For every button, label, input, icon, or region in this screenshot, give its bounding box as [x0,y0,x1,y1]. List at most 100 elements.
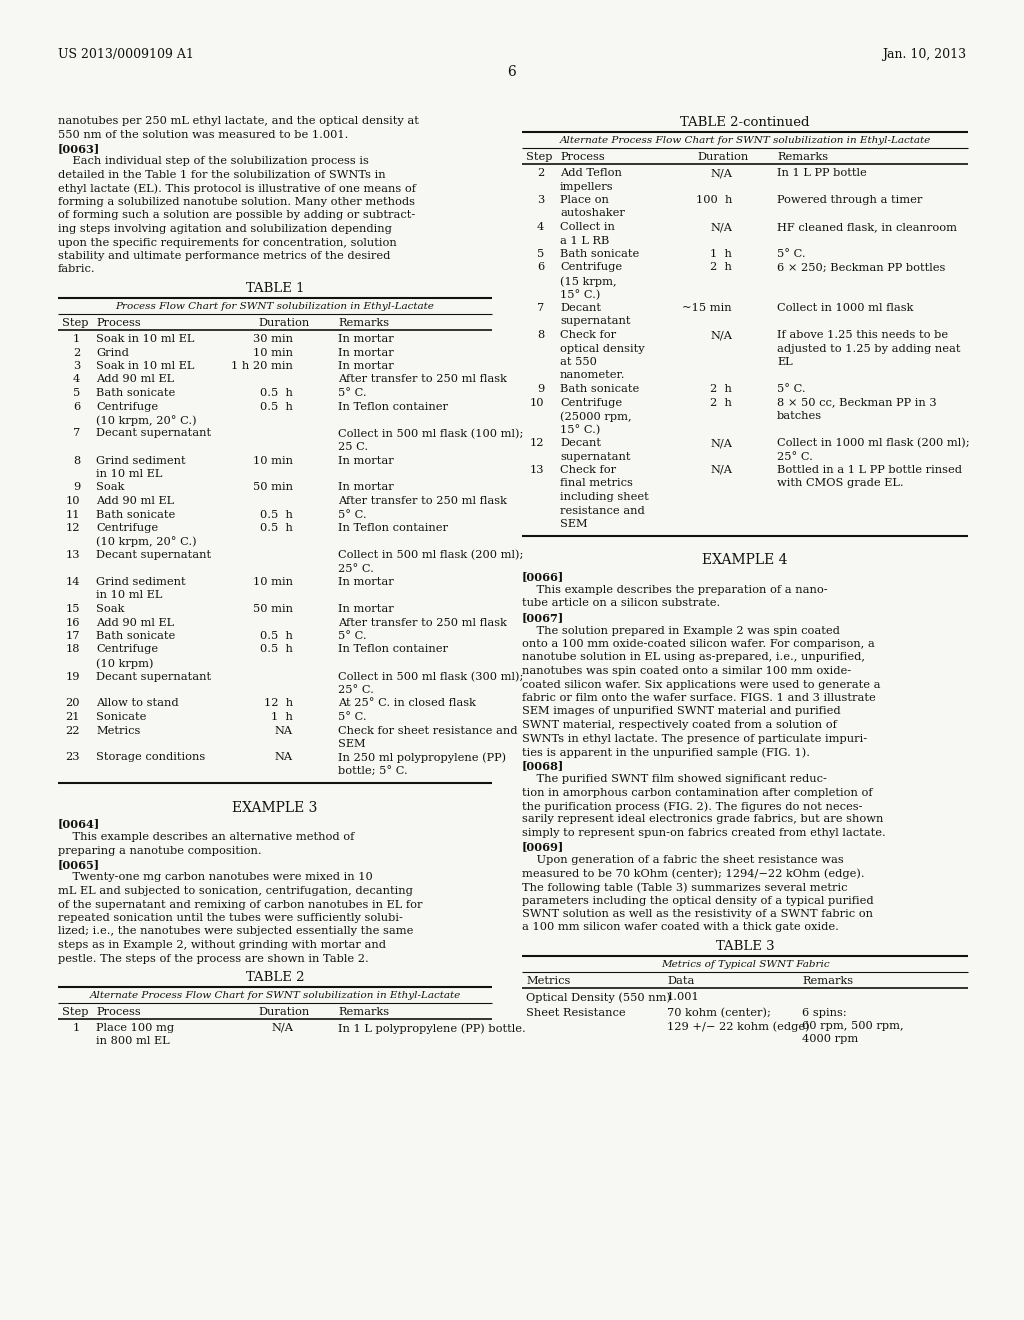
Text: ties is apparent in the unpurified sample (FIG. 1).: ties is apparent in the unpurified sampl… [522,747,810,758]
Text: 25° C.: 25° C. [777,451,813,462]
Text: [0064]: [0064] [58,818,100,829]
Text: Metrics: Metrics [96,726,140,735]
Text: sarily represent ideal electronics grade fabrics, but are shown: sarily represent ideal electronics grade… [522,814,884,825]
Text: This example describes an alternative method of: This example describes an alternative me… [58,832,354,842]
Text: Step: Step [526,152,553,162]
Text: 12  h: 12 h [264,698,293,709]
Text: Centrifuge: Centrifuge [96,644,158,655]
Text: SEM images of unpurified SWNT material and purified: SEM images of unpurified SWNT material a… [522,706,841,717]
Text: (10 krpm, 20° C.): (10 krpm, 20° C.) [96,414,197,426]
Text: supernatant: supernatant [560,451,631,462]
Text: in 10 ml EL: in 10 ml EL [96,590,163,601]
Text: preparing a nanotube composition.: preparing a nanotube composition. [58,846,261,855]
Text: 13: 13 [529,465,544,475]
Text: Collect in 500 ml flask (300 ml);: Collect in 500 ml flask (300 ml); [338,672,523,682]
Text: In 1 L polypropylene (PP) bottle.: In 1 L polypropylene (PP) bottle. [338,1023,525,1034]
Text: SWNT solution as well as the resistivity of a SWNT fabric on: SWNT solution as well as the resistivity… [522,909,873,919]
Text: 8: 8 [537,330,544,341]
Text: 6 spins:: 6 spins: [802,1007,847,1018]
Text: measured to be 70 kOhm (center); 1294/−22 kOhm (edge).: measured to be 70 kOhm (center); 1294/−2… [522,869,864,879]
Text: Centrifuge: Centrifuge [96,401,158,412]
Text: supernatant: supernatant [560,317,631,326]
Text: Step: Step [62,1007,88,1016]
Text: 6: 6 [508,65,516,79]
Text: 12: 12 [529,438,544,447]
Text: [0068]: [0068] [522,760,564,771]
Text: 10 min: 10 min [253,455,293,466]
Text: 2  h: 2 h [710,384,732,393]
Text: 0.5  h: 0.5 h [260,401,293,412]
Text: Check for: Check for [560,465,616,475]
Text: 14: 14 [66,577,80,587]
Text: The following table (Table 3) summarizes several metric: The following table (Table 3) summarizes… [522,882,848,892]
Text: In Teflon container: In Teflon container [338,644,449,655]
Text: 16: 16 [66,618,80,627]
Text: After transfer to 250 ml flask: After transfer to 250 ml flask [338,496,507,506]
Text: Collect in: Collect in [560,222,614,232]
Text: 7: 7 [537,304,544,313]
Text: 6: 6 [537,263,544,272]
Text: In Teflon container: In Teflon container [338,523,449,533]
Text: fabric.: fabric. [58,264,95,275]
Text: TABLE 1: TABLE 1 [246,282,304,294]
Text: The solution prepared in Example 2 was spin coated: The solution prepared in Example 2 was s… [522,626,840,635]
Text: Remarks: Remarks [777,152,828,162]
Text: Collect in 1000 ml flask (200 ml);: Collect in 1000 ml flask (200 ml); [777,438,970,449]
Text: 3: 3 [537,195,544,205]
Text: If above 1.25 this needs to be: If above 1.25 this needs to be [777,330,948,341]
Text: Bath sonicate: Bath sonicate [560,249,639,259]
Text: steps as in Example 2, without grinding with mortar and: steps as in Example 2, without grinding … [58,940,386,950]
Text: Check for sheet resistance and: Check for sheet resistance and [338,726,517,735]
Text: 15° C.): 15° C.) [560,289,600,300]
Text: 5° C.: 5° C. [338,510,367,520]
Text: (10 krpm, 20° C.): (10 krpm, 20° C.) [96,536,197,548]
Text: Grind sediment: Grind sediment [96,455,185,466]
Text: Optical Density (550 nm): Optical Density (550 nm) [526,993,671,1003]
Text: 5° C.: 5° C. [777,384,806,393]
Text: 7: 7 [73,429,80,438]
Text: of the supernatant and remixing of carbon nanotubes in EL for: of the supernatant and remixing of carbo… [58,899,423,909]
Text: forming a solubilized nanotube solution. Many other methods: forming a solubilized nanotube solution.… [58,197,415,207]
Text: nanotubes per 250 mL ethyl lactate, and the optical density at: nanotubes per 250 mL ethyl lactate, and … [58,116,419,125]
Text: Place 100 mg: Place 100 mg [96,1023,174,1034]
Text: 5° C.: 5° C. [338,388,367,399]
Text: After transfer to 250 ml flask: After transfer to 250 ml flask [338,618,507,627]
Text: onto a 100 mm oxide-coated silicon wafer. For comparison, a: onto a 100 mm oxide-coated silicon wafer… [522,639,874,649]
Text: US 2013/0009109 A1: US 2013/0009109 A1 [58,48,194,61]
Text: 1 h 20 min: 1 h 20 min [231,360,293,371]
Text: Bath sonicate: Bath sonicate [560,384,639,393]
Text: [0067]: [0067] [522,612,564,623]
Text: nanotubes was spin coated onto a similar 100 mm oxide-: nanotubes was spin coated onto a similar… [522,667,851,676]
Text: the purification process (FIG. 2). The figures do not neces-: the purification process (FIG. 2). The f… [522,801,862,812]
Text: upon the specific requirements for concentration, solution: upon the specific requirements for conce… [58,238,396,248]
Text: 9: 9 [537,384,544,393]
Text: 30 min: 30 min [253,334,293,345]
Text: Alternate Process Flow Chart for SWNT solubilization in Ethyl-Lactate: Alternate Process Flow Chart for SWNT so… [89,991,461,1001]
Text: Add Teflon: Add Teflon [560,168,622,178]
Text: parameters including the optical density of a typical purified: parameters including the optical density… [522,895,873,906]
Text: 20: 20 [66,698,80,709]
Text: Process: Process [96,1007,140,1016]
Text: Alternate Process Flow Chart for SWNT solubilization in Ethyl-Lactate: Alternate Process Flow Chart for SWNT so… [559,136,931,145]
Text: 4000 rpm: 4000 rpm [802,1035,858,1044]
Text: EL: EL [777,356,793,367]
Text: a 1 L RB: a 1 L RB [560,235,609,246]
Text: EXAMPLE 3: EXAMPLE 3 [232,800,317,814]
Text: impellers: impellers [560,181,613,191]
Text: HF cleaned flask, in cleanroom: HF cleaned flask, in cleanroom [777,222,957,232]
Text: SEM: SEM [560,519,588,529]
Text: [0069]: [0069] [522,842,564,853]
Text: ethyl lactate (EL). This protocol is illustrative of one means of: ethyl lactate (EL). This protocol is ill… [58,183,416,194]
Text: 4: 4 [537,222,544,232]
Text: coated silicon wafer. Six applications were used to generate a: coated silicon wafer. Six applications w… [522,680,881,689]
Text: 550 nm of the solution was measured to be 1.001.: 550 nm of the solution was measured to b… [58,129,348,140]
Text: [0065]: [0065] [58,859,100,870]
Text: 15: 15 [66,605,80,614]
Text: Powered through a timer: Powered through a timer [777,195,923,205]
Text: 6: 6 [73,401,80,412]
Text: 0.5  h: 0.5 h [260,523,293,533]
Text: Process Flow Chart for SWNT solubilization in Ethyl-Lactate: Process Flow Chart for SWNT solubilizati… [116,302,434,312]
Text: SEM: SEM [338,739,366,748]
Text: Bath sonicate: Bath sonicate [96,631,175,642]
Text: Grind: Grind [96,347,129,358]
